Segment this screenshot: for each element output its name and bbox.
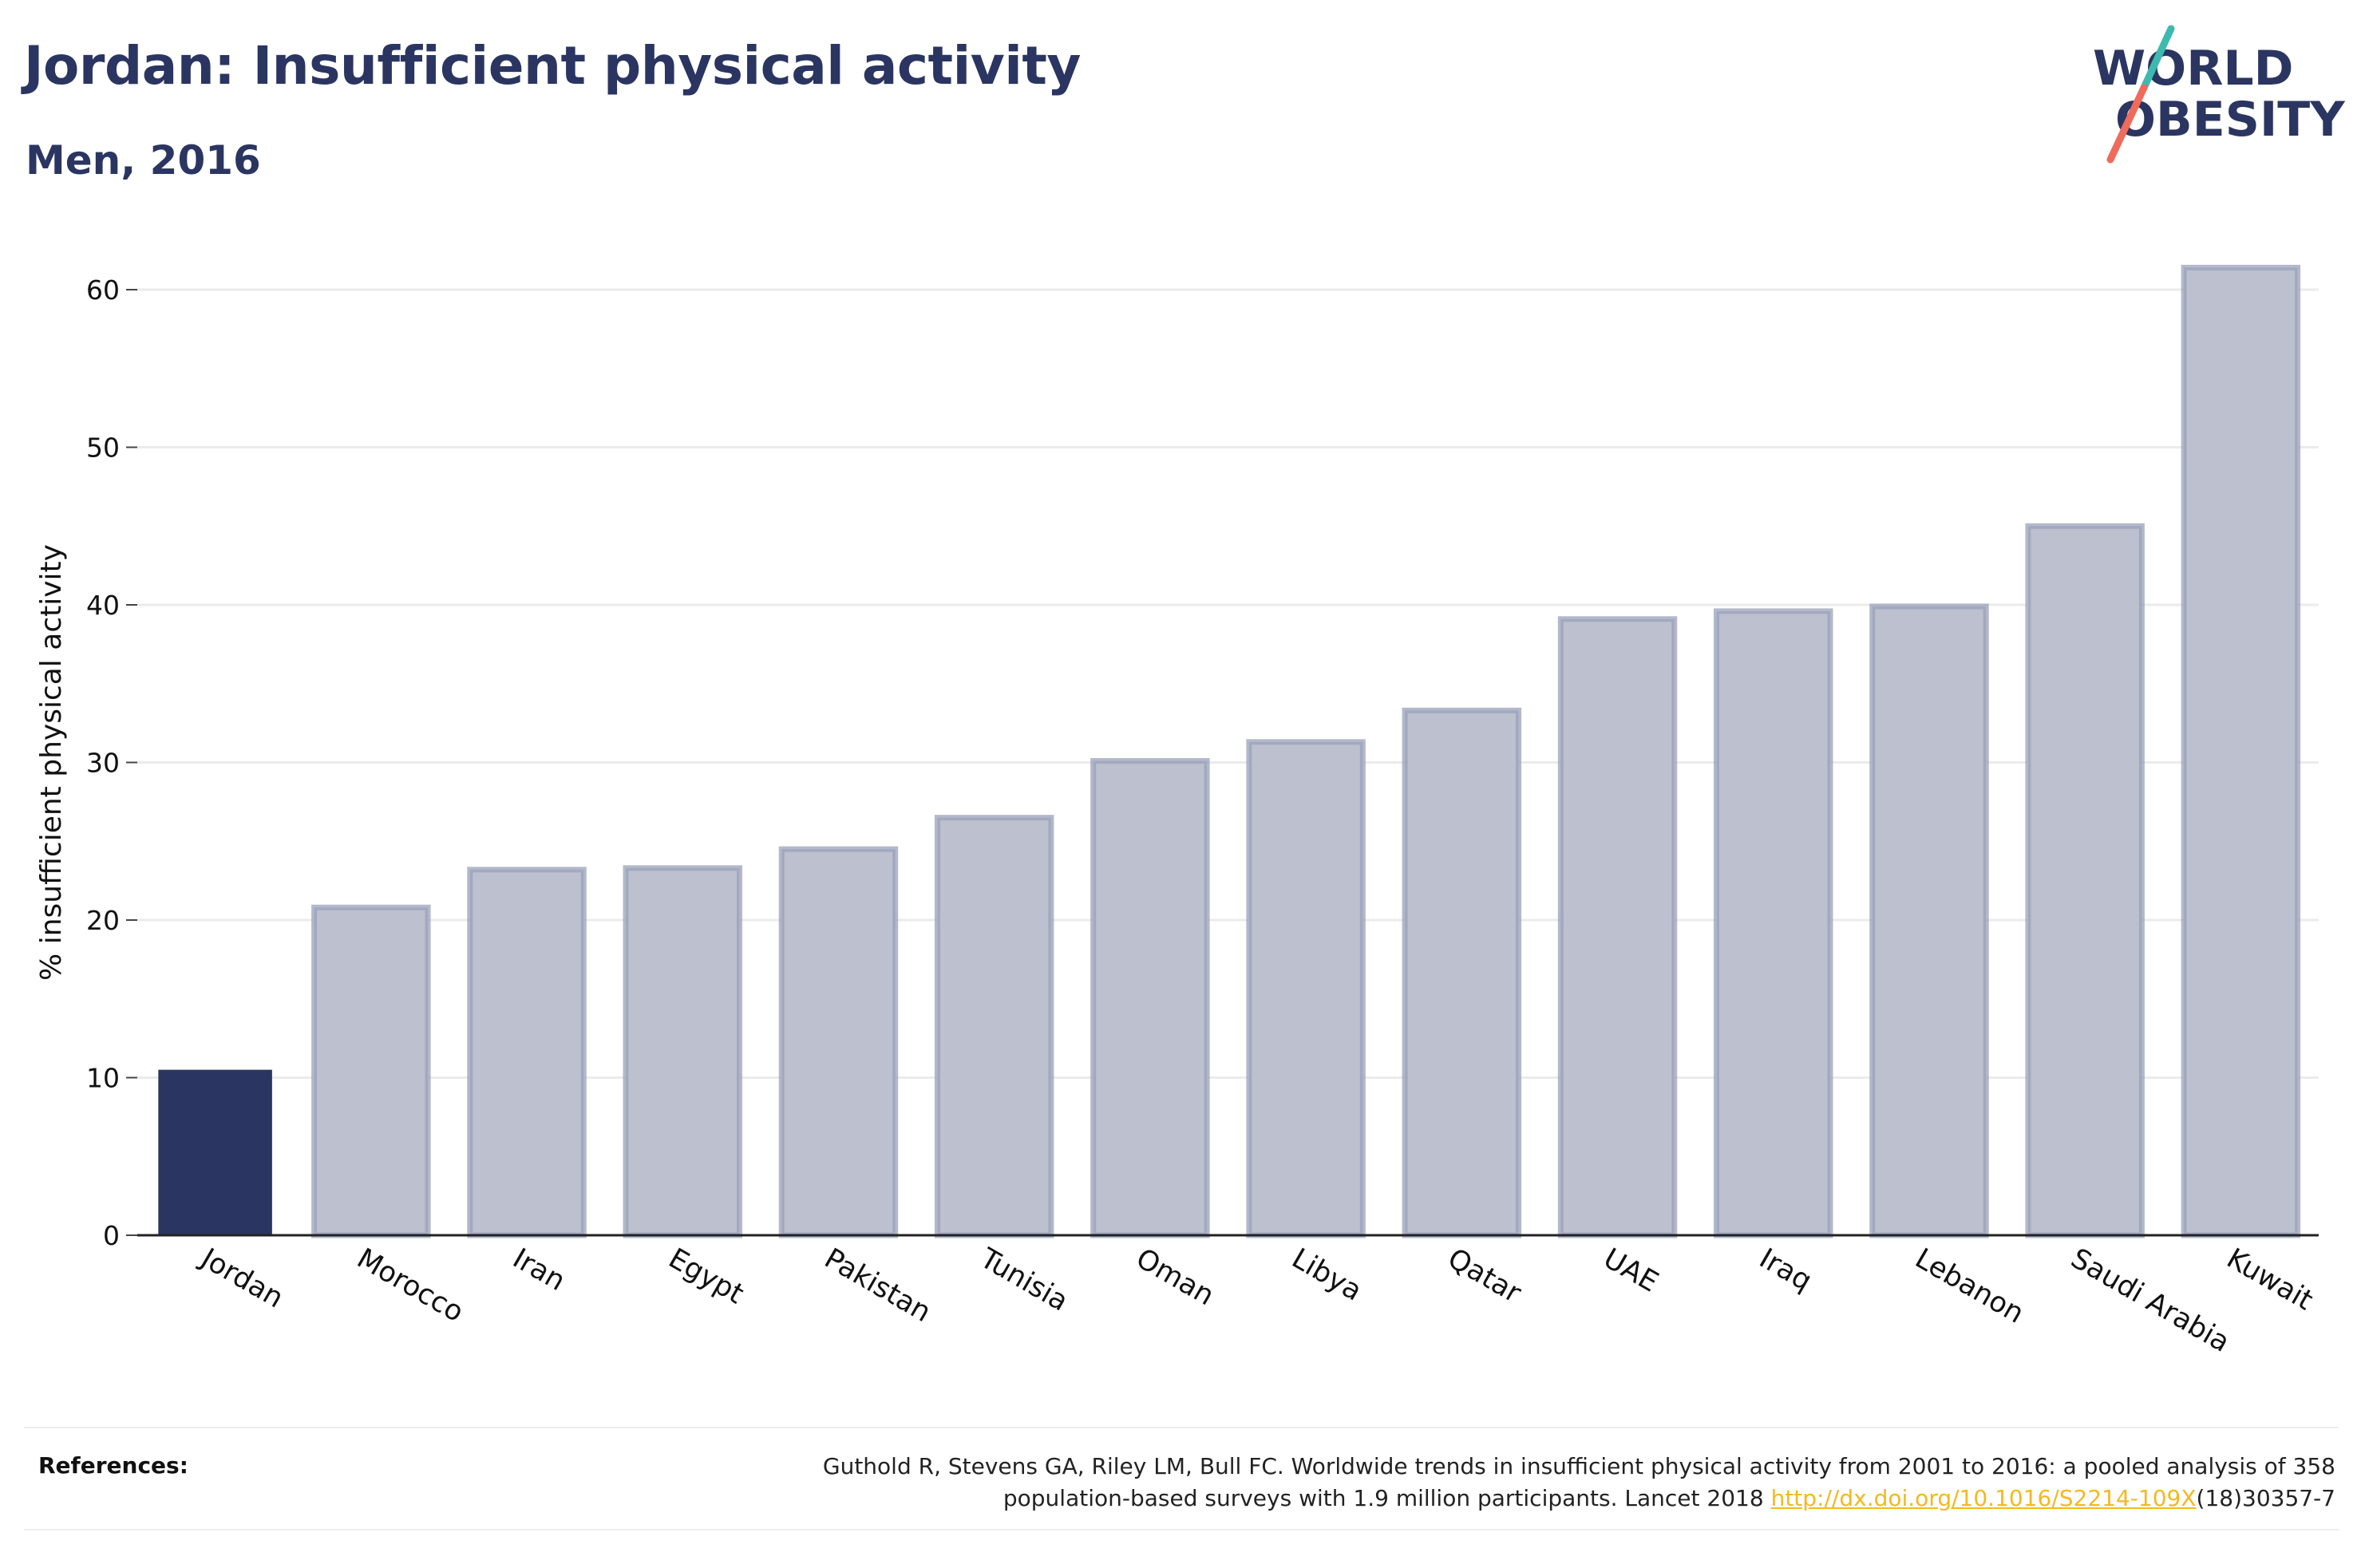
y-tick-labels: 0 10 20 30 40 50 60 bbox=[86, 274, 137, 1251]
chart-subtitle: Men, 2016 bbox=[26, 137, 261, 184]
bar-iraq bbox=[1713, 608, 1833, 1238]
reference-line-2: population-based surveys with 1.9 millio… bbox=[1003, 1485, 1771, 1511]
x-tick-label: Pakistan bbox=[819, 1242, 936, 1329]
bar-chart: 0 10 20 30 40 50 60 Jordan Morocco Iran Egypt Paki… bbox=[35, 264, 2319, 1359]
bar-libya bbox=[1246, 739, 1366, 1238]
world-obesity-logo: WORLD OBESITY bbox=[2075, 22, 2347, 174]
x-tick-label: UAE bbox=[1598, 1242, 1663, 1298]
bar-jordan bbox=[158, 1069, 272, 1235]
x-tick-label: Iraq bbox=[1754, 1242, 1817, 1297]
references-label: References: bbox=[38, 1452, 188, 1479]
x-tick-label: Kuwait bbox=[2221, 1242, 2318, 1317]
bar-saudi-arabia bbox=[2025, 523, 2145, 1238]
bar-oman bbox=[1090, 758, 1210, 1238]
bar-iran bbox=[467, 867, 587, 1238]
bar-tunisia bbox=[934, 815, 1054, 1238]
y-tick-label: 20 bbox=[86, 905, 120, 936]
bar-lebanon bbox=[1869, 603, 1989, 1238]
x-tick-label: Jordan bbox=[194, 1242, 288, 1314]
x-tick-label: Oman bbox=[1130, 1242, 1219, 1312]
y-tick-label: 30 bbox=[86, 748, 120, 779]
y-tick-label: 0 bbox=[103, 1220, 120, 1251]
x-tick-label: Lebanon bbox=[1909, 1242, 2029, 1330]
bar-pakistan bbox=[778, 846, 899, 1238]
x-tick-label: Morocco bbox=[351, 1242, 469, 1329]
x-tick-label: Tunisia bbox=[974, 1242, 1073, 1318]
reference-citation: Guthold R, Stevens GA, Riley LM, Bull FC… bbox=[500, 1451, 2335, 1515]
logo-slash-icon bbox=[2106, 25, 2175, 164]
references-footer: References: Guthold R, Stevens GA, Riley… bbox=[24, 1427, 2339, 1530]
gridlines bbox=[137, 288, 2319, 1079]
reference-line-2-end: (18)30357-7 bbox=[2196, 1485, 2335, 1511]
y-tick-label: 50 bbox=[86, 432, 120, 464]
y-tick-label: 10 bbox=[86, 1063, 120, 1094]
bars bbox=[158, 264, 2301, 1238]
bar-qatar bbox=[1402, 707, 1522, 1238]
x-tick-label: Libya bbox=[1287, 1242, 1367, 1307]
y-tick-label: 40 bbox=[86, 590, 120, 621]
x-tick-label: Saudi Arabia bbox=[2066, 1242, 2235, 1359]
x-tick-label: Iran bbox=[508, 1242, 571, 1297]
logo-word-world: WORLD bbox=[2093, 41, 2294, 97]
bar-kuwait bbox=[2181, 264, 2301, 1238]
logo-word-obesity: OBESITY bbox=[2115, 92, 2345, 148]
y-tick-label: 60 bbox=[86, 274, 120, 306]
y-axis-label: % insufficient physical activity bbox=[35, 544, 68, 981]
reference-doi-link[interactable]: http://dx.doi.org/10.1016/S2214-109X bbox=[1770, 1485, 2197, 1511]
bar-uae bbox=[1557, 616, 1678, 1238]
bar-morocco bbox=[311, 904, 431, 1238]
reference-line-1: Guthold R, Stevens GA, Riley LM, Bull FC… bbox=[822, 1453, 2335, 1479]
bar-egypt bbox=[623, 865, 743, 1238]
x-tick-labels: Jordan Morocco Iran Egypt Pakistan Tunisia Oma… bbox=[194, 1242, 2318, 1359]
x-tick-label: Qatar bbox=[1442, 1242, 1527, 1309]
chart-title: Jordan: Insufficient physical activity bbox=[24, 35, 1081, 97]
x-tick-label: Egypt bbox=[663, 1242, 749, 1310]
